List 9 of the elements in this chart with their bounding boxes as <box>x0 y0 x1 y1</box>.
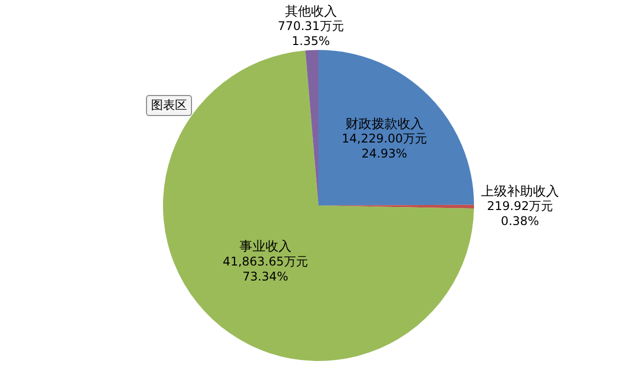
data-label: 41,863.65万元 73.34% <box>222 254 308 284</box>
slice-label: 其他收入 <box>284 4 337 20</box>
slice-label: 事业收入 <box>239 240 292 255</box>
data-label: 770.31万元 1.35% <box>278 19 344 48</box>
data-label: 14,229.00万元 24.93% <box>342 132 427 160</box>
data-label: 219.92万元 0.38% <box>486 199 553 228</box>
slice-label: 财政拨款收入 <box>345 116 424 132</box>
text: 图表区 <box>146 95 192 116</box>
slice-label: 上级补助收入 <box>480 184 559 200</box>
